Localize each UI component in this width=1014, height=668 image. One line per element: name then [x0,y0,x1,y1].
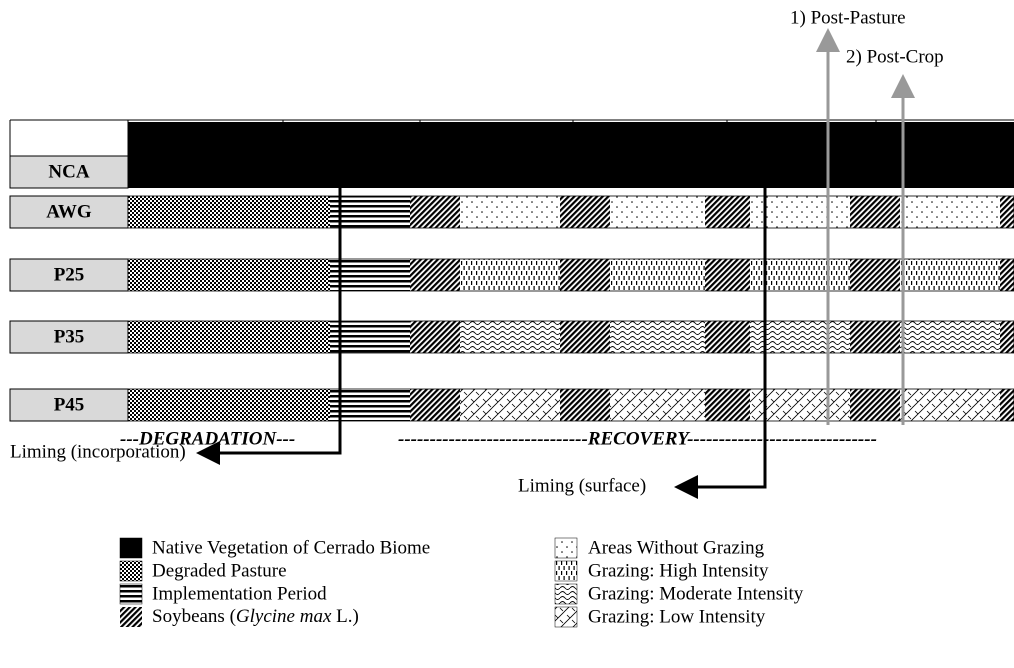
period-segment [128,389,330,421]
row-label: AWG [46,201,92,222]
period-segment [330,259,410,291]
row-border [127,320,1014,354]
period-segment [850,259,900,291]
legend-swatch [554,560,578,582]
period-segment [560,321,610,353]
period-segment [128,196,330,228]
period-segment [705,321,750,353]
legend-swatch [554,606,578,628]
legend-label: Implementation Period [152,583,327,604]
annotation: Liming (surface) [518,475,646,496]
legend-label: Grazing: Low Intensity [588,606,766,627]
period-segment [128,321,330,353]
period-segment [850,321,900,353]
legend-label: Grazing: Moderate Intensity [588,583,804,604]
period-segment [410,259,460,291]
period-segment [560,389,610,421]
legend-swatch [119,560,143,582]
period-segment [705,389,750,421]
annotation: 2) Post-Crop [846,46,944,67]
legend-label: Degraded Pasture [152,560,287,581]
period-segment [128,259,330,291]
period-segment [610,321,705,353]
row-label-cell [9,320,129,354]
legend-swatch [120,607,142,627]
phase-label: ---DEGRADATION--- [120,428,295,449]
period-segment [900,389,1000,421]
row-label: P25 [54,264,85,285]
period-segment [460,196,560,228]
native-vegetation [128,122,1014,188]
legend-label-part: Glycine max [236,606,332,627]
period-segment [900,196,1000,228]
annotation: 1) Post-Pasture [790,7,906,28]
period-segment [900,321,1000,353]
period-segment [750,196,850,228]
annotation: Liming (incorporation) [10,441,186,462]
period-segment [330,196,410,228]
period-segment [460,259,560,291]
period-segment [850,389,900,421]
period-segment [705,196,750,228]
period-segment [850,196,900,228]
period-segment [750,321,850,353]
legend-swatch [554,537,578,559]
row-label-cell [9,195,129,229]
legend-label: Grazing: High Intensity [588,560,769,581]
period-segment [330,389,410,421]
period-segment [410,196,460,228]
content: 1988...200820092010201120122013NCAAWGP25… [9,7,1014,628]
liming-arrow [196,185,342,465]
row-label: P35 [54,326,85,347]
period-segment [330,321,410,353]
row-border [127,195,1014,229]
period-segment [750,259,850,291]
period-segment [560,196,610,228]
period-segment [410,389,460,421]
row-border [127,388,1014,422]
row-label: NCA [48,161,89,182]
period-segment [705,259,750,291]
period-segment [1000,196,1014,228]
legend-swatch [119,583,143,605]
row-label-cell [9,388,129,422]
legend-label: Areas Without Grazing [588,537,765,558]
period-segment [560,259,610,291]
period-segment [610,389,705,421]
legend-label: Native Vegetation of Cerrado Biome [152,537,430,558]
period-segment [410,321,460,353]
period-segment [900,259,1000,291]
period-segment [460,389,560,421]
row-label-cell [9,258,129,292]
legend-swatch [119,537,143,559]
row-border [127,258,1014,292]
period-segment [460,321,560,353]
legend-label: Soybeans (Glycine max L.) [152,606,359,627]
period-segment [1000,389,1014,421]
period-segment [610,259,705,291]
period-segment [1000,321,1014,353]
liming-arrow [674,185,767,499]
period-segment [1000,259,1014,291]
phase-label: ------------------------------RECOVERY--… [398,428,877,449]
period-segment [610,196,705,228]
legend-label-part: Soybeans ( [152,606,236,627]
period-segment [750,389,850,421]
legend-swatch [554,583,578,605]
row-label: P45 [54,394,85,415]
legend-label-part: L.) [331,606,358,627]
